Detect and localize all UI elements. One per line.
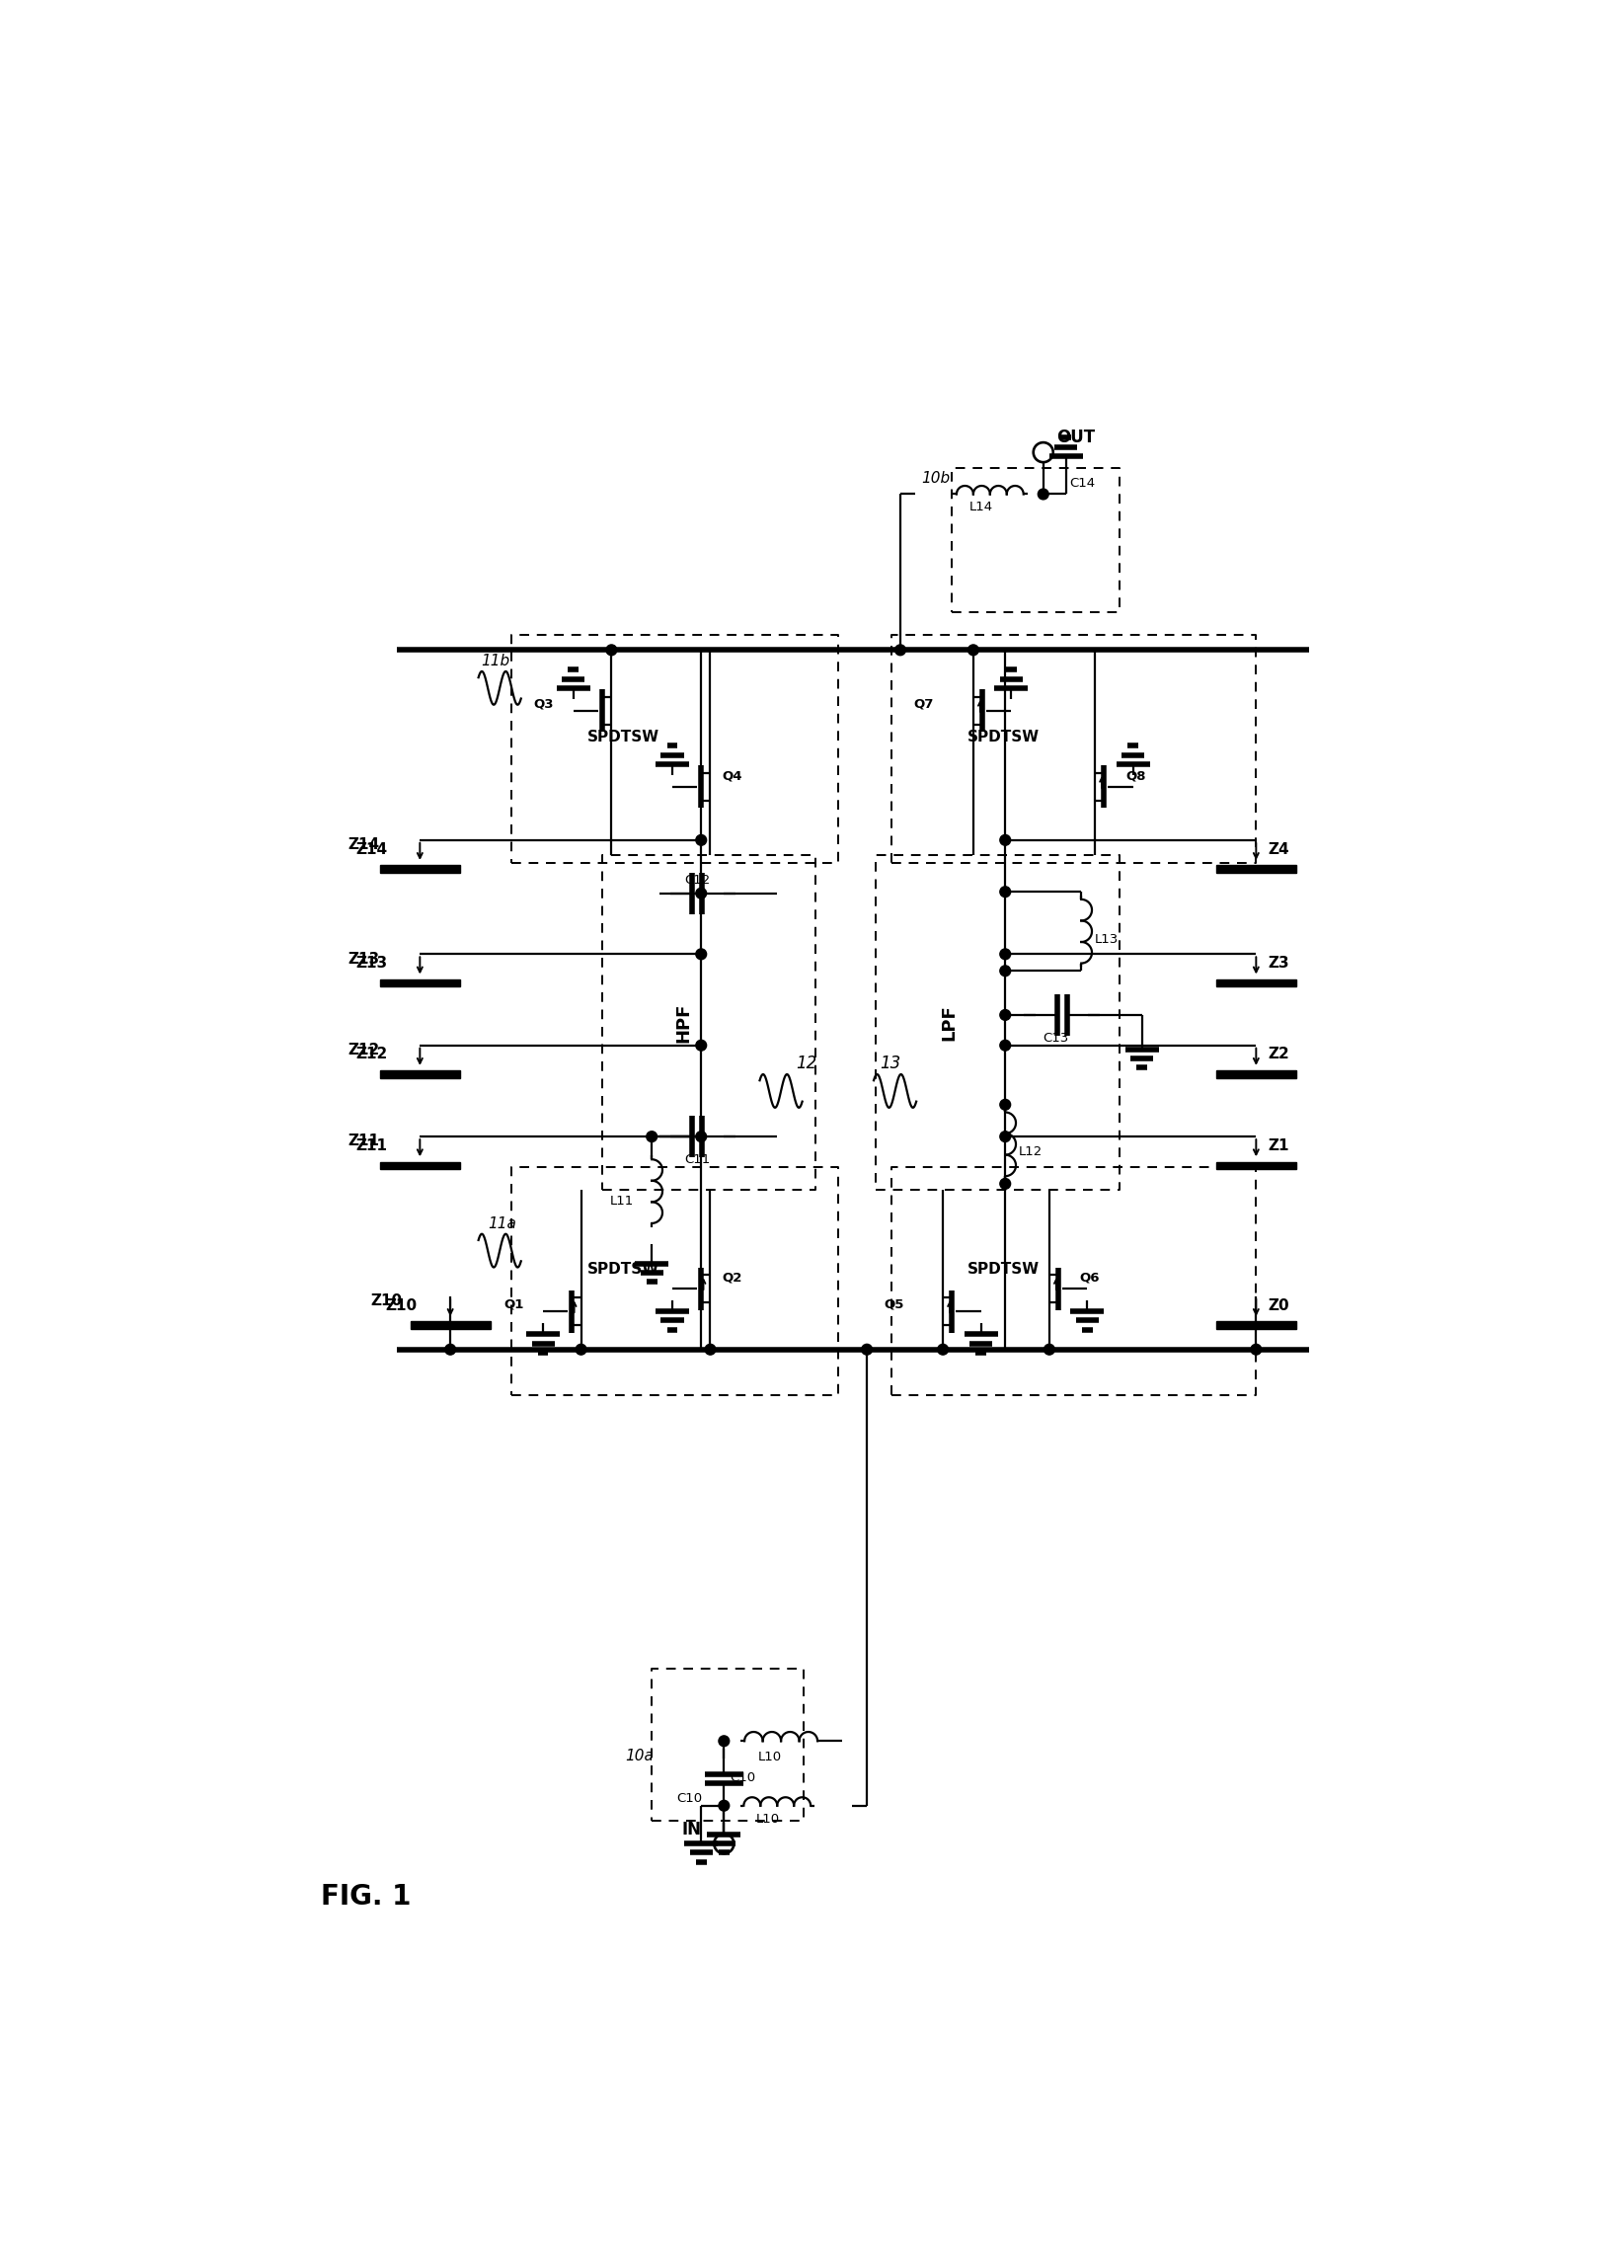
- Text: Q7: Q7: [914, 696, 934, 710]
- Text: Z1: Z1: [1267, 1139, 1289, 1152]
- Circle shape: [1000, 966, 1010, 975]
- Text: 10b: 10b: [922, 472, 950, 485]
- Text: Z13: Z13: [356, 955, 387, 971]
- Text: HPF: HPF: [674, 1002, 692, 1043]
- Circle shape: [1000, 1100, 1010, 1109]
- Circle shape: [862, 1345, 872, 1354]
- Text: C10: C10: [731, 1771, 755, 1785]
- Circle shape: [719, 1735, 729, 1746]
- Text: Q3: Q3: [534, 696, 554, 710]
- Text: SPDTSW: SPDTSW: [588, 730, 659, 744]
- Circle shape: [577, 1345, 586, 1354]
- Text: Z10: Z10: [370, 1293, 403, 1309]
- Text: LPF: LPF: [940, 1005, 958, 1041]
- Text: Q5: Q5: [883, 1297, 903, 1311]
- Text: Q8: Q8: [1125, 769, 1145, 782]
- Text: FIG. 1: FIG. 1: [322, 1882, 411, 1910]
- Text: SPDTSW: SPDTSW: [968, 1261, 1039, 1277]
- Text: C14: C14: [1070, 476, 1096, 490]
- Text: L14: L14: [970, 501, 992, 515]
- Circle shape: [695, 889, 706, 898]
- Bar: [1216, 864, 1296, 873]
- Text: Z4: Z4: [1267, 841, 1289, 857]
- Text: Z14: Z14: [356, 841, 387, 857]
- Circle shape: [1000, 887, 1010, 898]
- Text: 11a: 11a: [489, 1216, 516, 1232]
- Bar: [380, 1070, 460, 1077]
- Text: C13: C13: [1043, 1032, 1069, 1046]
- Text: Z3: Z3: [1267, 955, 1289, 971]
- Circle shape: [606, 644, 617, 655]
- Circle shape: [1000, 1132, 1010, 1141]
- Circle shape: [445, 1345, 456, 1354]
- Text: C10: C10: [677, 1792, 703, 1805]
- Text: Q4: Q4: [723, 769, 742, 782]
- Text: L11: L11: [611, 1195, 633, 1209]
- Text: Z14: Z14: [348, 837, 380, 853]
- Text: IN: IN: [682, 1821, 702, 1839]
- Text: Z10: Z10: [387, 1297, 417, 1313]
- Circle shape: [646, 1132, 658, 1141]
- Text: Q1: Q1: [503, 1297, 523, 1311]
- Text: Q2: Q2: [723, 1270, 742, 1284]
- Circle shape: [1000, 948, 1010, 959]
- Text: C11: C11: [684, 1154, 710, 1166]
- Circle shape: [705, 1345, 716, 1354]
- Text: Z12: Z12: [348, 1043, 380, 1057]
- Text: 12: 12: [796, 1055, 817, 1073]
- Text: L12: L12: [1018, 1145, 1043, 1159]
- Circle shape: [1044, 1345, 1054, 1354]
- Text: SPDTSW: SPDTSW: [968, 730, 1039, 744]
- Text: Z12: Z12: [356, 1048, 387, 1061]
- Text: L10: L10: [755, 1812, 780, 1826]
- Bar: [380, 864, 460, 873]
- Text: 10a: 10a: [625, 1749, 653, 1762]
- Circle shape: [1000, 1041, 1010, 1050]
- Circle shape: [695, 1041, 706, 1050]
- Bar: [380, 980, 460, 987]
- Bar: [380, 1161, 460, 1170]
- Circle shape: [695, 1132, 706, 1141]
- Text: SPDTSW: SPDTSW: [588, 1261, 659, 1277]
- Text: Z11: Z11: [356, 1139, 387, 1152]
- Circle shape: [695, 948, 706, 959]
- Text: Q6: Q6: [1080, 1270, 1099, 1284]
- Bar: [1216, 1070, 1296, 1077]
- Circle shape: [1000, 1179, 1010, 1188]
- Circle shape: [1250, 1345, 1262, 1354]
- Circle shape: [1000, 1009, 1010, 1021]
- Bar: [411, 1322, 490, 1329]
- Circle shape: [695, 835, 706, 846]
- Circle shape: [1038, 490, 1049, 499]
- Circle shape: [1000, 835, 1010, 846]
- Text: 11b: 11b: [481, 653, 510, 669]
- Circle shape: [719, 1801, 729, 1810]
- Bar: [1216, 1161, 1296, 1170]
- Circle shape: [937, 1345, 948, 1354]
- Circle shape: [895, 644, 906, 655]
- Text: Z0: Z0: [1267, 1297, 1289, 1313]
- Text: L10: L10: [758, 1751, 783, 1762]
- Text: L13: L13: [1095, 932, 1119, 946]
- Text: C12: C12: [684, 873, 710, 887]
- Text: 13: 13: [880, 1055, 901, 1073]
- Text: OUT: OUT: [1057, 429, 1096, 447]
- Text: Z11: Z11: [348, 1134, 380, 1148]
- Circle shape: [968, 644, 979, 655]
- Bar: [1216, 980, 1296, 987]
- Bar: [1216, 1322, 1296, 1329]
- Text: Z13: Z13: [348, 950, 380, 966]
- Text: Z2: Z2: [1267, 1048, 1289, 1061]
